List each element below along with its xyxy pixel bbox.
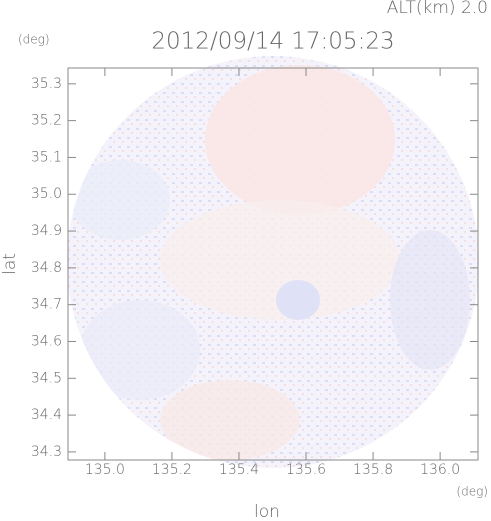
y-tick-label: 34.5 bbox=[31, 370, 62, 386]
y-tick-label: 34.3 bbox=[31, 444, 62, 460]
y-axis-label: lat bbox=[0, 253, 20, 275]
x-tick-label: 135.4 bbox=[219, 462, 259, 478]
y-tick-label: 35.3 bbox=[31, 76, 62, 92]
x-tick-label: 136.0 bbox=[420, 462, 460, 478]
y-tick-label: 34.7 bbox=[31, 297, 62, 313]
plot-frame bbox=[67, 67, 479, 461]
x-tick-label: 135.6 bbox=[286, 462, 326, 478]
x-unit: (deg) bbox=[456, 485, 488, 499]
x-tick-label: 135.2 bbox=[152, 462, 192, 478]
chart-title: 2012/09/14 17:05:23 bbox=[151, 29, 394, 55]
x-tick-label: 135.0 bbox=[85, 462, 125, 478]
y-tick-label: 34.4 bbox=[31, 407, 62, 423]
x-tick-label: 135.8 bbox=[353, 462, 393, 478]
annotation: ALT(km) 2.0 bbox=[387, 0, 488, 18]
y-unit: (deg) bbox=[18, 33, 50, 47]
y-tick-label: 34.9 bbox=[31, 223, 62, 239]
radar-field bbox=[67, 56, 479, 468]
y-tick-label: 35.2 bbox=[31, 113, 62, 129]
x-axis-label: lon bbox=[254, 502, 280, 521]
y-tick-label: 35.0 bbox=[31, 186, 62, 202]
y-tick-label: 34.8 bbox=[31, 260, 62, 276]
y-tick-label: 35.1 bbox=[31, 149, 62, 165]
y-tick-label: 34.6 bbox=[31, 333, 62, 349]
